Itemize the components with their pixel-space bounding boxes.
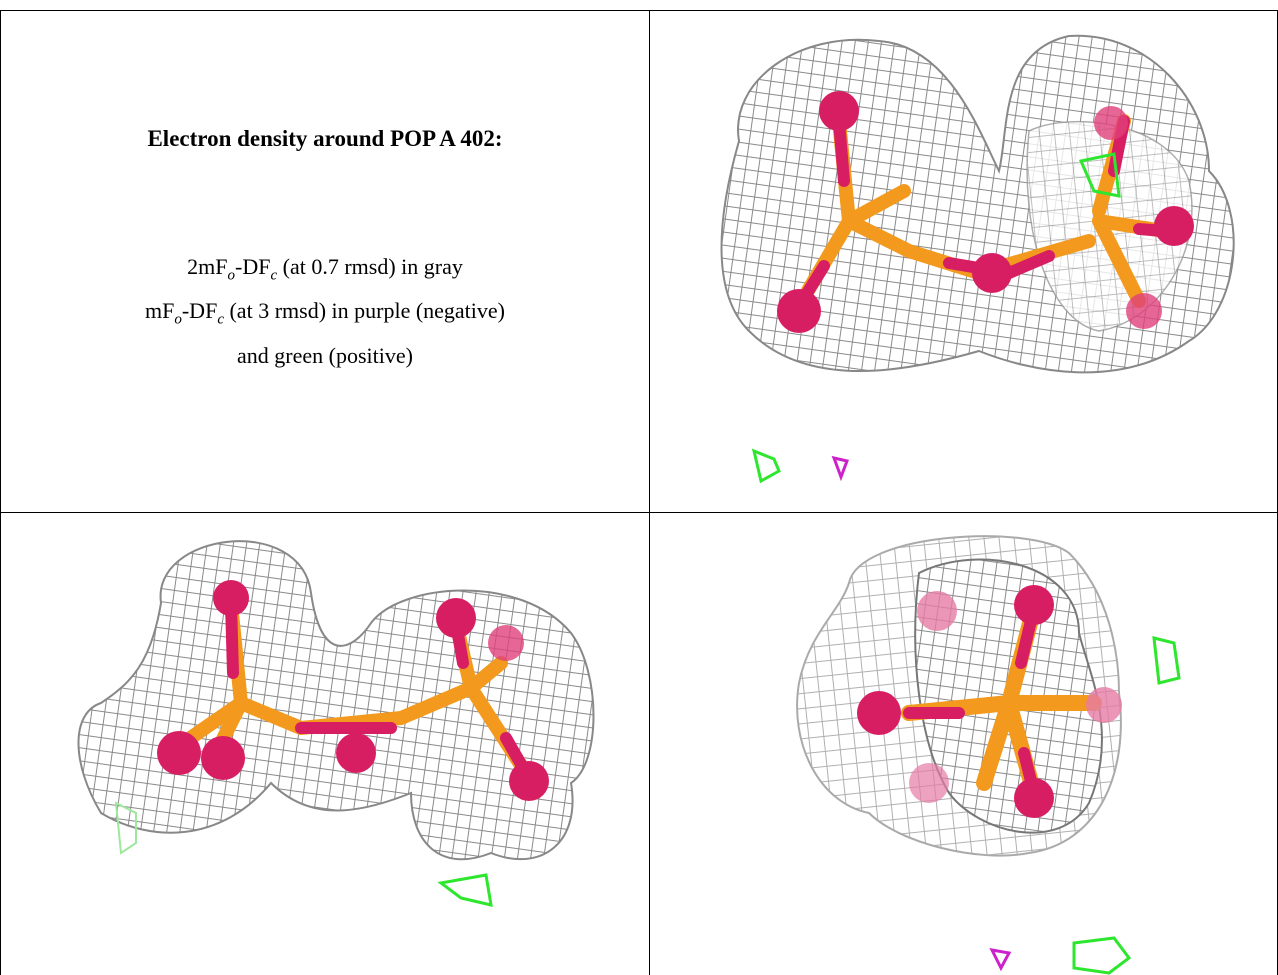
caption-text: 2mF [187,254,228,279]
positive-density [114,801,137,855]
subscript: c [270,267,278,284]
positive-density [1072,636,1181,975]
caption-text: (at 0.7 rmsd) in gray [277,254,463,279]
subscript: c [217,311,224,328]
caption-lines: 2mFo-DFc (at 0.7 rmsd) in gray mFo-DFc (a… [1,249,649,373]
negative-density [831,455,850,482]
caption-text: (at 3 rmsd) in purple (negative) [223,298,505,324]
caption-cell: Electron density around POP A 402: 2mFo-… [0,10,650,513]
density-view-3 [649,512,1278,975]
caption-text: -DF [235,254,271,279]
caption-title: Electron density around POP A 402: [147,126,503,151]
density-view-2 [0,512,650,975]
molecule [777,91,1194,333]
positive-density [751,152,1121,484]
caption-line: mFo-DFc (at 3 rmsd) in purple (negative) [1,293,649,337]
density-image [77,540,595,907]
molecule [857,585,1122,818]
density-view-1 [649,10,1278,513]
density-image [720,34,1235,484]
mesh-blob [77,540,595,861]
caption-text: and green (positive) [237,342,413,368]
molecule [157,580,549,801]
caption-line: and green (positive) [1,338,649,373]
positive-density [437,873,493,907]
caption-line: 2mFo-DFc (at 0.7 rmsd) in gray [1,249,649,293]
caption-text: -DF [181,298,218,324]
subscript: o [227,267,236,284]
caption-text: mF [145,298,175,324]
density-image [796,535,1181,975]
negative-density [989,948,1012,972]
subscript: o [174,311,182,328]
